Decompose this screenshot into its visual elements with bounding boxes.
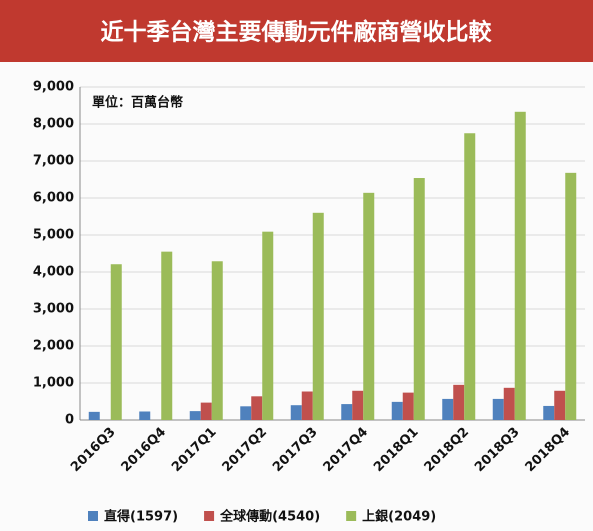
bar — [262, 231, 274, 420]
y-tick-label: 7,000 — [33, 154, 74, 169]
y-tick-label: 3,000 — [33, 302, 74, 317]
bar — [312, 212, 324, 420]
legend-swatch — [204, 511, 215, 521]
bar — [139, 411, 151, 420]
bar — [453, 384, 465, 420]
unit-annotation: 單位：百萬台幣 — [92, 95, 183, 111]
bar — [503, 387, 515, 420]
bar — [413, 178, 425, 420]
bar — [442, 398, 454, 420]
bar — [240, 406, 252, 420]
y-tick-label: 4,000 — [33, 265, 74, 280]
legend-swatch — [88, 511, 98, 521]
bar — [211, 261, 223, 420]
background — [0, 62, 593, 531]
legend-label: 全球傳動(4540) — [219, 509, 320, 525]
bar — [301, 391, 313, 420]
title-banner — [0, 0, 593, 62]
bar — [391, 401, 403, 420]
y-tick-label: 2,000 — [33, 339, 74, 354]
bar — [161, 251, 173, 420]
y-tick-label: 0 — [65, 413, 74, 428]
bar — [251, 396, 263, 420]
bar — [565, 172, 577, 420]
bar — [88, 411, 100, 420]
bar — [352, 390, 364, 420]
bar — [363, 192, 375, 420]
legend-label: 直得(1597) — [104, 509, 178, 525]
bar — [341, 404, 353, 420]
bar — [189, 411, 201, 420]
bar — [554, 390, 566, 420]
bar — [290, 405, 302, 420]
y-tick-label: 5,000 — [33, 228, 74, 243]
bar — [110, 264, 122, 420]
bar — [402, 392, 414, 420]
y-tick-label: 9,000 — [33, 80, 74, 95]
bar — [543, 405, 555, 420]
y-tick-label: 6,000 — [33, 191, 74, 206]
bar — [200, 402, 212, 420]
legend-label: 上銀(2049) — [362, 509, 436, 525]
bar — [514, 111, 526, 420]
chart-title: 近十季台灣主要傳動元件廠商營收比較 — [101, 19, 493, 46]
bar — [492, 398, 504, 420]
y-tick-label: 8,000 — [33, 117, 74, 132]
y-tick-label: 1,000 — [33, 376, 74, 391]
legend-swatch — [346, 511, 357, 521]
bar — [464, 133, 476, 420]
